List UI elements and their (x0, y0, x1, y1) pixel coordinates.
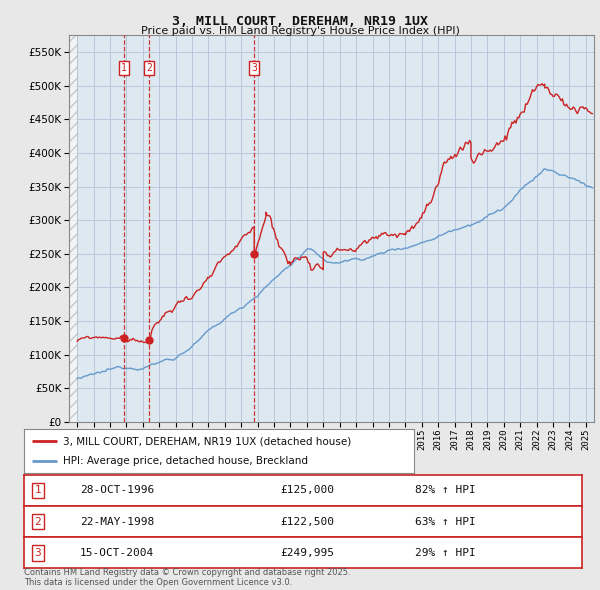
Text: 63% ↑ HPI: 63% ↑ HPI (415, 517, 475, 526)
Polygon shape (69, 35, 77, 422)
Text: £125,000: £125,000 (281, 486, 335, 495)
Text: 29% ↑ HPI: 29% ↑ HPI (415, 548, 475, 558)
Text: 28-OCT-1996: 28-OCT-1996 (80, 486, 154, 495)
Text: 3, MILL COURT, DEREHAM, NR19 1UX (detached house): 3, MILL COURT, DEREHAM, NR19 1UX (detach… (63, 437, 351, 446)
Text: 3, MILL COURT, DEREHAM, NR19 1UX: 3, MILL COURT, DEREHAM, NR19 1UX (172, 15, 428, 28)
Text: 82% ↑ HPI: 82% ↑ HPI (415, 486, 475, 495)
Text: Contains HM Land Registry data © Crown copyright and database right 2025.
This d: Contains HM Land Registry data © Crown c… (24, 568, 350, 587)
Text: 2: 2 (146, 63, 152, 73)
Text: £122,500: £122,500 (281, 517, 335, 526)
Text: 15-OCT-2004: 15-OCT-2004 (80, 548, 154, 558)
Text: 22-MAY-1998: 22-MAY-1998 (80, 517, 154, 526)
Text: 2: 2 (35, 517, 41, 526)
Text: £249,995: £249,995 (281, 548, 335, 558)
Text: Price paid vs. HM Land Registry's House Price Index (HPI): Price paid vs. HM Land Registry's House … (140, 26, 460, 36)
Text: 3: 3 (35, 548, 41, 558)
Text: 1: 1 (35, 486, 41, 495)
Text: HPI: Average price, detached house, Breckland: HPI: Average price, detached house, Brec… (63, 456, 308, 466)
Text: 3: 3 (251, 63, 257, 73)
Text: 1: 1 (121, 63, 127, 73)
